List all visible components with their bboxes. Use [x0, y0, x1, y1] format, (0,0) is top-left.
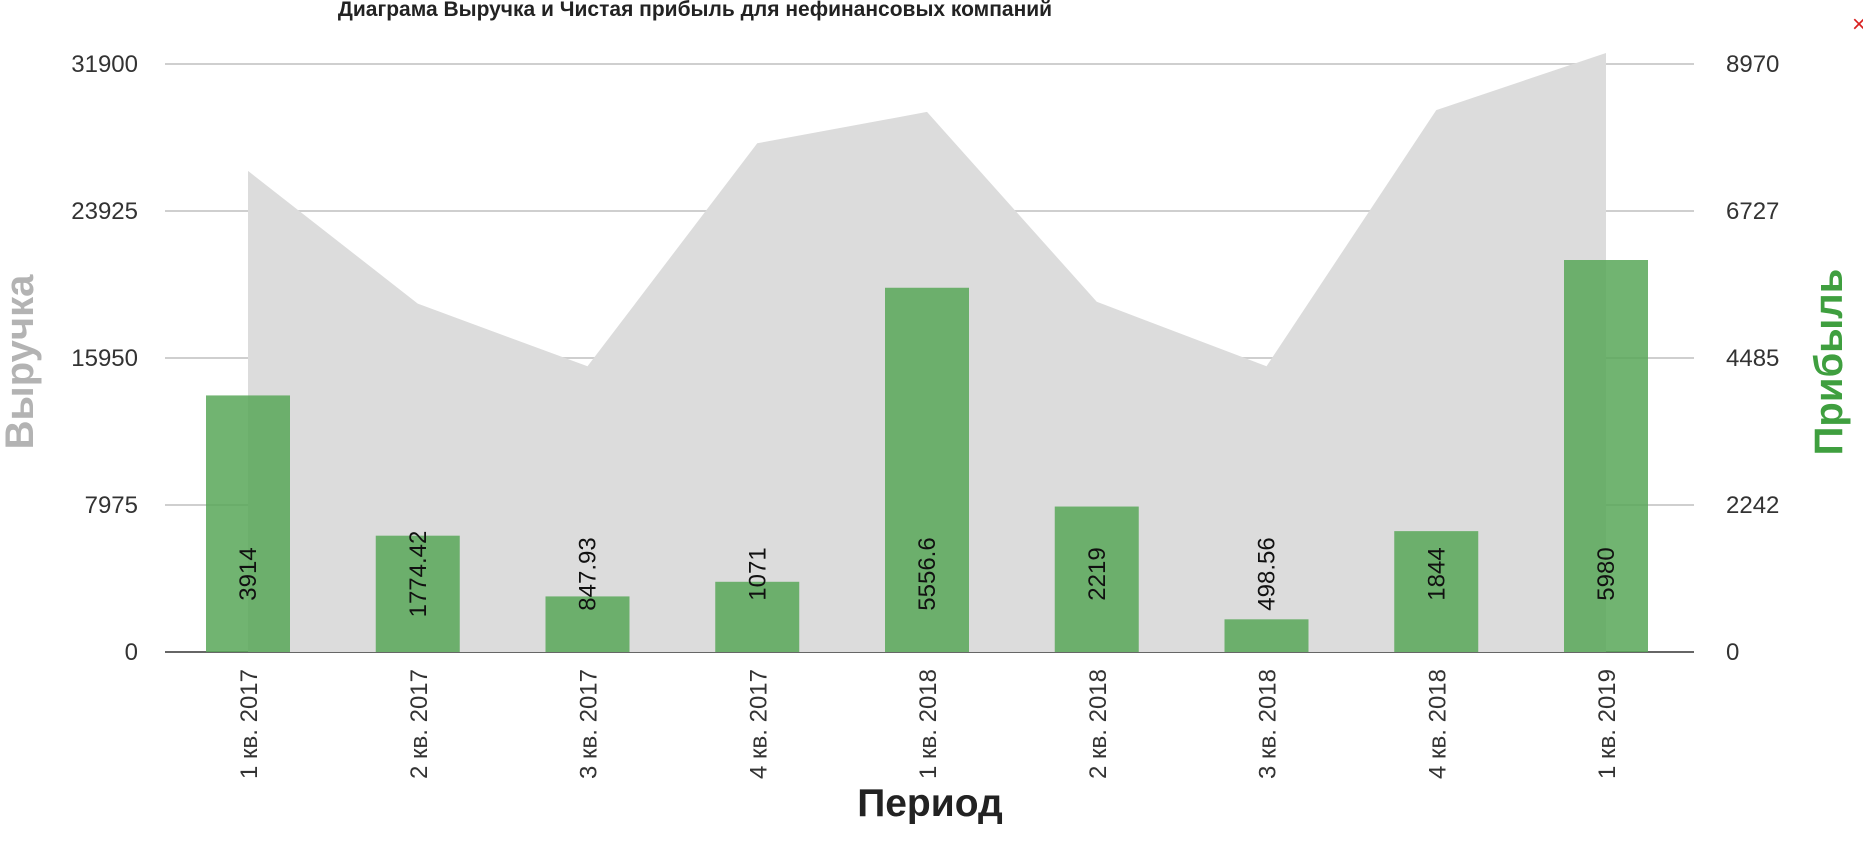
category-label: 3 кв. 2018 — [1255, 669, 1282, 779]
right-tick-label: 2242 — [1726, 492, 1779, 519]
profit-bar — [545, 596, 630, 652]
category-label: 4 кв. 2018 — [1424, 669, 1451, 779]
left-tick-label: 7975 — [85, 492, 138, 519]
category-label: 2 кв. 2017 — [406, 669, 433, 779]
bar-value-label: 5980 — [1593, 547, 1620, 600]
left-tick-label: 0 — [125, 639, 138, 666]
category-label: 1 кв. 2018 — [915, 669, 942, 779]
bar-value-label: 1071 — [744, 547, 771, 600]
category-label: 4 кв. 2017 — [745, 669, 772, 779]
left-axis-title: Выручка — [0, 274, 42, 449]
category-label: 1 кв. 2019 — [1594, 669, 1621, 779]
profit-bar — [885, 287, 969, 652]
category-label: 1 кв. 2017 — [236, 669, 263, 779]
close-icon[interactable]: × — [1852, 11, 1863, 38]
profit-bar — [1054, 506, 1139, 652]
profit-bar — [1224, 619, 1309, 652]
bar-value-label: 2219 — [1084, 547, 1111, 600]
chart-title: Диаграма Выручка и Чистая прибыль для не… — [338, 0, 1052, 21]
profit-bar — [375, 535, 460, 652]
bar-value-label: 5556.6 — [914, 537, 941, 610]
category-label: 2 кв. 2018 — [1085, 669, 1112, 779]
x-axis-title: Период — [857, 782, 1003, 825]
left-tick-label: 15950 — [71, 345, 138, 372]
right-tick-label: 0 — [1726, 639, 1739, 666]
bar-value-label: 847.93 — [575, 537, 602, 610]
right-axis-title: Прибыль — [1807, 269, 1851, 456]
right-tick-label: 8970 — [1726, 51, 1779, 78]
left-tick-label: 31900 — [71, 51, 138, 78]
bar-layer — [206, 260, 1648, 652]
bar-value-label: 1844 — [1423, 547, 1450, 600]
bar-value-label: 498.56 — [1254, 537, 1281, 610]
label-layer: 3914 1774.42 847.93 1071 5556.6 2219 498.56 184… — [235, 531, 1621, 779]
left-tick-label: 23925 — [71, 198, 138, 225]
profit-bar — [715, 581, 800, 652]
profit-bar — [206, 395, 290, 652]
right-tick-label: 6727 — [1726, 198, 1779, 225]
right-tick-label: 4485 — [1726, 345, 1779, 372]
tick-layer: 0 7975 15950 23925 31900 0 2242 4485 6727 8970 — [71, 51, 1779, 666]
bar-value-label: 1774.42 — [405, 531, 432, 618]
profit-bar — [1394, 531, 1479, 652]
category-label: 3 кв. 2017 — [576, 669, 603, 779]
profit-bar — [1564, 260, 1648, 652]
bar-value-label: 3914 — [235, 547, 262, 600]
